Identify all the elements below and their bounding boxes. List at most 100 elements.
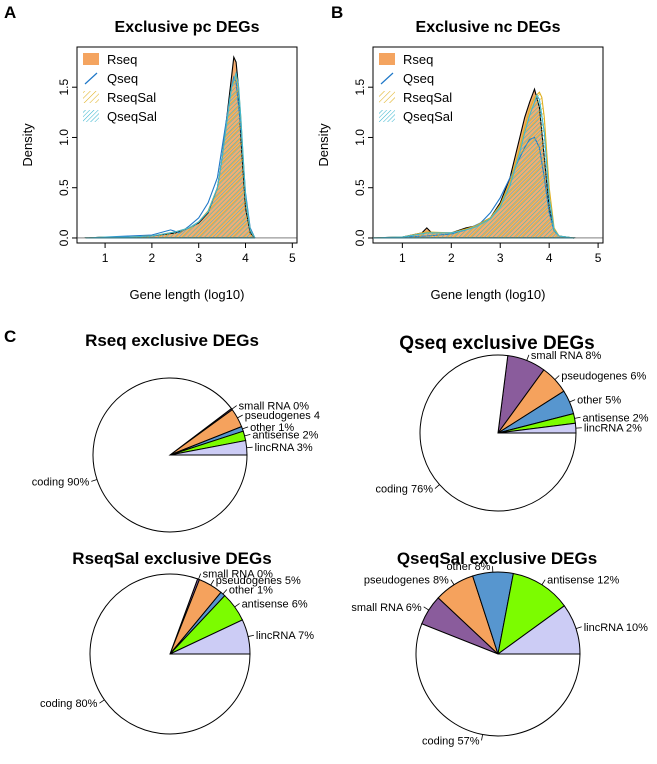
panel-b-xlabel: Gene length (log10)	[431, 287, 546, 302]
x-tick-label: 2	[448, 251, 455, 265]
pie-label-coding: coding 76%	[375, 484, 433, 496]
pie-leader-line	[247, 634, 255, 637]
pie-slice-antisense	[497, 572, 566, 656]
pie-label-coding: coding 57%	[422, 735, 480, 747]
series-qseqsal-area	[373, 93, 576, 239]
pie-label-coding: coding 90%	[32, 476, 90, 488]
pie-rseqsal: small RNA 0%pseudogenes 5%other 1% antise…	[40, 569, 314, 735]
pie-label-pseudogenes: pseudogenes 4	[245, 410, 320, 422]
pie-qseq: small RNA 8% pseudogenes 6% other 5% antise…	[375, 350, 649, 512]
series-qseqsal-area	[84, 70, 256, 239]
x-tick-label: 5	[289, 251, 296, 265]
legend-label: Rseq	[107, 52, 137, 67]
x-tick-label: 1	[102, 251, 109, 265]
legend-label: RseqSal	[107, 90, 156, 105]
panel-b-ylabel: Density	[316, 123, 331, 167]
pie-leader-line	[91, 479, 98, 482]
legend-swatch-qseqsal	[83, 110, 99, 122]
y-tick-label: 1.5	[353, 79, 367, 96]
x-tick-label: 4	[546, 251, 553, 265]
pie-leader-line	[554, 375, 560, 380]
y-tick-label: 0.0	[57, 229, 71, 246]
pie-leader-line	[210, 579, 215, 586]
y-tick-label: 1.5	[57, 79, 71, 96]
x-tick-label: 1	[399, 251, 406, 265]
y-tick-label: 0.5	[353, 179, 367, 196]
x-tick-label: 4	[242, 251, 249, 265]
panel-b-title: Exclusive nc DEGs	[416, 19, 561, 36]
x-tick-label: 5	[595, 251, 602, 265]
pie-leader-line	[575, 626, 582, 630]
legend-label: RseqSal	[403, 90, 452, 105]
pie-label-other: other 8%	[446, 561, 490, 573]
legend-swatch-qseq	[84, 72, 98, 85]
panel-label-c: C	[4, 327, 16, 346]
y-tick-label: 0.0	[353, 229, 367, 246]
pie-leader-line	[242, 426, 249, 430]
pie-leader-line	[231, 405, 237, 410]
pie-leader-line	[244, 433, 251, 437]
pie-leader-line	[222, 589, 228, 595]
pie-rseqsal-title: RseqSal exclusive DEGs	[72, 549, 271, 568]
pie-leader-line	[569, 399, 576, 403]
y-tick-label: 1.0	[353, 129, 367, 146]
pie-leader-line	[526, 354, 530, 361]
pie-label-other: other 1%	[229, 584, 273, 596]
density-panel-a: Exclusive pc DEGs Gene length (log10) De…	[20, 19, 298, 302]
pie-qseqsal-title: QseqSal exclusive DEGs	[397, 549, 597, 568]
pie-slice-coding	[92, 377, 248, 533]
plot-frame	[76, 46, 298, 244]
pie-label-lincrna: lincRNA 10%	[584, 622, 648, 634]
y-tick-label: 1.0	[57, 129, 71, 146]
legend-swatch-rseq	[83, 53, 99, 65]
pie-label-antisense: antisense 2%	[252, 429, 318, 441]
pie-label-other: other 5%	[577, 395, 621, 407]
pie-slice-coding	[89, 573, 251, 735]
pie-leader-line	[434, 484, 440, 489]
pie-label-lincrna: lincRNA 7%	[256, 630, 314, 642]
pie-label-antisense: antisense 2%	[583, 412, 649, 424]
pie-label-small_rna: small RNA 0%	[203, 569, 274, 581]
legend-label: Rseq	[403, 52, 433, 67]
legend-swatch-rseqsal	[379, 91, 395, 103]
x-tick-label: 3	[195, 251, 202, 265]
pie-leader-line	[198, 573, 202, 580]
pie-leader-line	[574, 416, 581, 419]
pie-label-lincrna: lincRNA 2%	[584, 423, 642, 435]
density-panel-b: Exclusive nc DEGs Gene length (log10) De…	[316, 19, 604, 302]
pie-leader-line	[423, 606, 429, 611]
panel-label-a: A	[4, 3, 16, 22]
x-tick-label: 3	[497, 251, 504, 265]
pie-label-pseudogenes: pseudogenes 6%	[561, 370, 646, 382]
pie-leader-line	[541, 579, 546, 585]
legend-label: QseqSal	[107, 109, 157, 124]
pie-label-small_rna: small RNA 6%	[351, 602, 422, 614]
legend-swatch-rseq	[379, 53, 395, 65]
pie-rseq-title: Rseq exclusive DEGs	[85, 331, 259, 350]
pie-label-pseudogenes: pseudogenes 5%	[216, 575, 301, 587]
pie-label-coding: coding 80%	[40, 698, 98, 710]
pie-qseqsal: small RNA 6% pseudogenes 8% other 8% antise…	[351, 561, 648, 747]
pie-leader-line	[246, 446, 253, 449]
panel-label-b: B	[331, 3, 343, 22]
pie-label-small_rna: small RNA 8%	[531, 350, 602, 362]
pie-leader-line	[99, 699, 105, 704]
legend-swatch-qseqsal	[379, 110, 395, 122]
pie-label-other: other 1%	[250, 422, 294, 434]
pie-leader-line	[481, 734, 484, 741]
pie-label-lincrna: lincRNA 3%	[255, 442, 313, 454]
pie-slice-coding	[415, 623, 581, 737]
y-tick-label: 0.5	[57, 179, 71, 196]
pie-label-antisense: antisense 6%	[242, 598, 308, 610]
pie-leader-line	[234, 603, 240, 608]
panel-a-title: Exclusive pc DEGs	[115, 19, 260, 36]
x-tick-label: 2	[149, 251, 156, 265]
legend-swatch-rseqsal	[83, 91, 99, 103]
pie-qseq-title: Qseq exclusive DEGs	[399, 333, 594, 354]
pie-label-antisense: antisense 12%	[547, 575, 619, 587]
panel-a-xlabel: Gene length (log10)	[130, 287, 245, 302]
pie-leader-line	[450, 579, 455, 585]
plot-frame	[372, 46, 604, 244]
